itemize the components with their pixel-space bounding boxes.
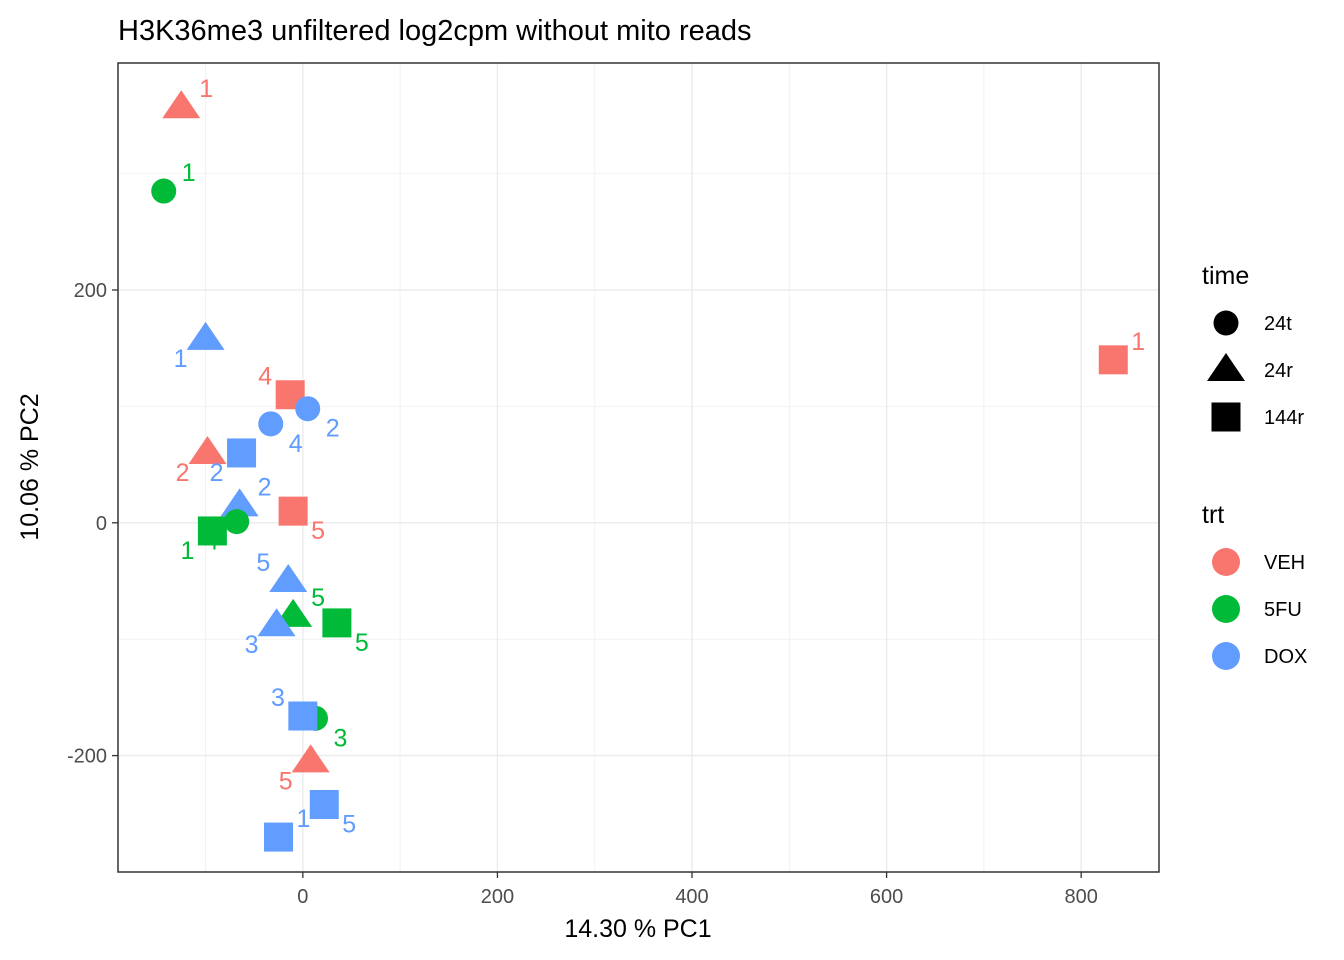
y-tick-label: 0 bbox=[96, 513, 107, 535]
legend-time-label: 24r bbox=[1264, 360, 1293, 382]
point-label: 2 bbox=[258, 473, 272, 501]
legend-time-label: 144r bbox=[1264, 407, 1304, 429]
data-point-triangle bbox=[188, 435, 227, 464]
point-label: 1 bbox=[174, 345, 188, 373]
data-point-circle bbox=[295, 396, 321, 422]
legend-trt-label: VEH bbox=[1264, 552, 1305, 574]
data-point-square bbox=[322, 608, 352, 638]
data-point-square bbox=[264, 822, 294, 852]
grid bbox=[118, 63, 1159, 873]
x-tick-label: 200 bbox=[481, 886, 514, 908]
legend-key-veh bbox=[1212, 548, 1240, 576]
point-label: 2 bbox=[210, 459, 224, 487]
y-tick-label: -200 bbox=[67, 746, 107, 768]
legend-key-dox bbox=[1212, 642, 1240, 670]
point-label: 1 bbox=[1131, 328, 1145, 356]
y-axis-title: 10.06 % PC2 bbox=[16, 393, 44, 540]
data-point-triangle bbox=[186, 321, 225, 350]
legend-trt-label: DOX bbox=[1264, 646, 1307, 668]
point-label: 5 bbox=[279, 767, 293, 795]
data-point-square bbox=[197, 516, 227, 546]
x-tick-label: 0 bbox=[297, 886, 308, 908]
data-point-triangle bbox=[291, 744, 330, 773]
point-label: 5 bbox=[342, 810, 356, 838]
legend-time-title: time bbox=[1202, 262, 1249, 290]
plot-panel bbox=[118, 63, 1159, 872]
legend-trt-title: trt bbox=[1202, 501, 1224, 529]
point-label: 4 bbox=[258, 363, 272, 391]
legend-key-5fu bbox=[1212, 595, 1240, 623]
legend-key-square bbox=[1211, 402, 1241, 432]
legend-trt: trt VEH 5FU DOX bbox=[1202, 501, 1307, 670]
data-point-triangle bbox=[162, 90, 201, 119]
data-point-square bbox=[288, 701, 318, 731]
data-point-triangle bbox=[220, 488, 259, 517]
chart-title: H3K36me3 unfiltered log2cpm without mito… bbox=[118, 15, 752, 47]
point-label: 4 bbox=[289, 430, 303, 458]
data-point-circle bbox=[224, 509, 250, 535]
data-point-circle bbox=[258, 411, 284, 437]
point-label: 1 bbox=[297, 805, 311, 833]
legend-key-triangle bbox=[1207, 353, 1245, 381]
data-point-triangle bbox=[269, 563, 308, 592]
point-label: 5 bbox=[311, 584, 325, 612]
data-points: 1111424222541555333551 bbox=[151, 75, 1145, 852]
data-point-square bbox=[227, 438, 257, 468]
point-label: 5 bbox=[311, 517, 325, 545]
point-label: 3 bbox=[333, 724, 347, 752]
data-point-square bbox=[278, 496, 308, 526]
point-label: 2 bbox=[176, 459, 190, 487]
legend-trt-label: 5FU bbox=[1264, 599, 1302, 621]
point-label: 1 bbox=[199, 75, 213, 103]
point-label: 2 bbox=[326, 415, 340, 443]
point-label: 5 bbox=[355, 629, 369, 657]
y-tick-label: 200 bbox=[74, 280, 107, 302]
legend-time-label: 24t bbox=[1264, 313, 1292, 335]
point-label: 3 bbox=[245, 631, 259, 659]
axes: 0 200 400 600 800 -200 0 200 bbox=[67, 62, 1160, 908]
data-point-square bbox=[1098, 345, 1128, 375]
panel-border bbox=[117, 62, 1160, 873]
x-tick-label: 800 bbox=[1064, 886, 1097, 908]
x-tick-label: 400 bbox=[675, 886, 708, 908]
point-label: 3 bbox=[271, 684, 285, 712]
point-label: 1 bbox=[180, 537, 194, 565]
point-label: 1 bbox=[182, 159, 196, 187]
legend-time: time 24t 24r 144r bbox=[1202, 262, 1304, 432]
data-point-circle bbox=[151, 178, 177, 204]
point-label: 5 bbox=[256, 549, 270, 577]
legend-key-circle bbox=[1213, 310, 1239, 336]
x-tick-label: 600 bbox=[870, 886, 903, 908]
x-axis-title: 14.30 % PC1 bbox=[564, 915, 711, 943]
data-point-triangle bbox=[257, 608, 296, 637]
data-point-square bbox=[309, 789, 339, 819]
